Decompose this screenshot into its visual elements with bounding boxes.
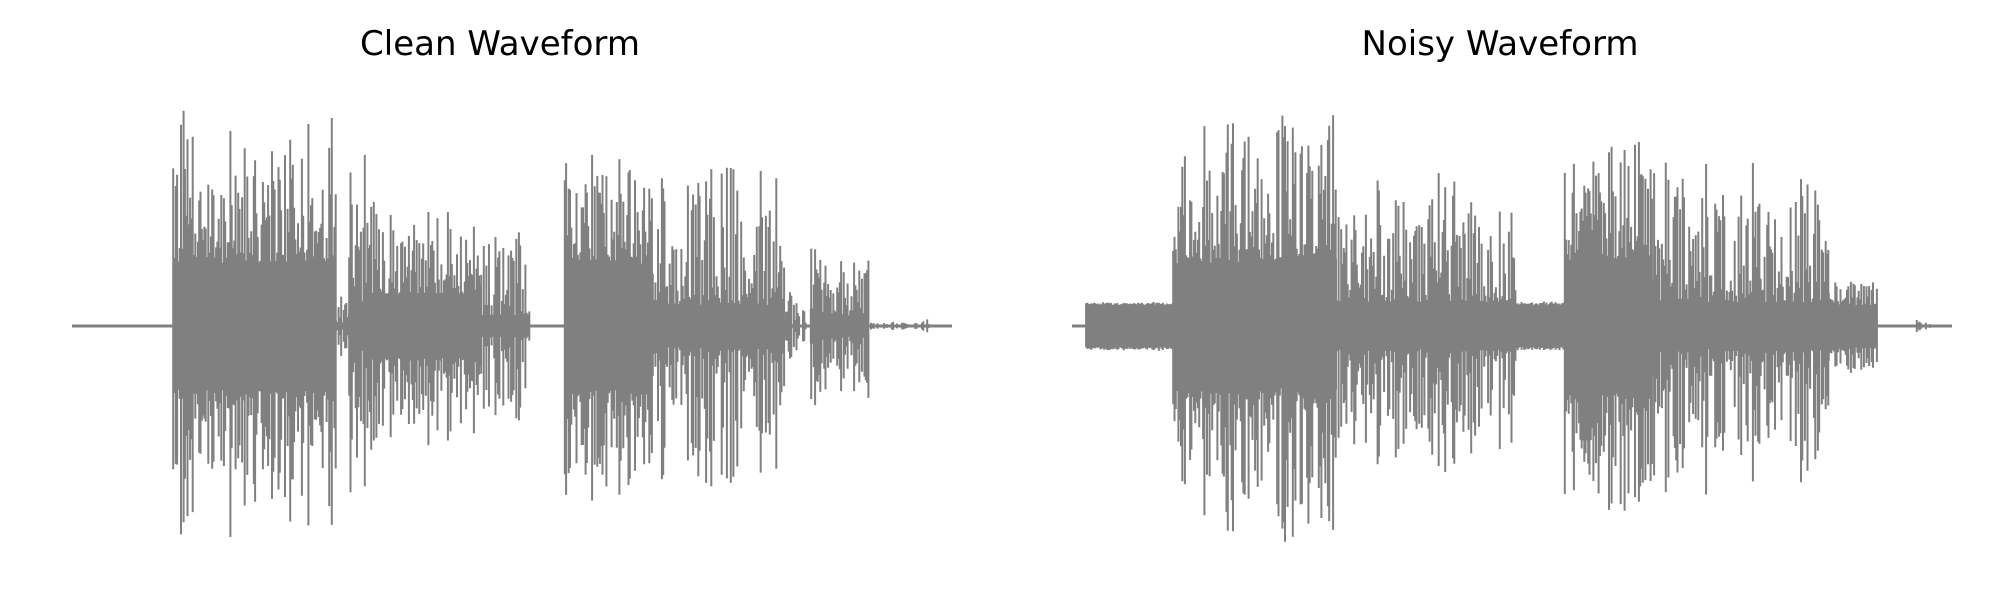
- waveform-segment: [335, 296, 350, 356]
- waveform-trace: [651, 167, 786, 487]
- clean-waveform-panel: Clean Waveform: [72, 24, 952, 537]
- waveform-trace: [480, 232, 531, 421]
- waveform-trace: [1515, 302, 1531, 351]
- waveform-segment: [1651, 162, 1830, 495]
- waveform-segment: [1515, 302, 1531, 351]
- waveform-trace: [335, 296, 350, 356]
- waveform-segment: [348, 154, 371, 493]
- waveform-segment: [1172, 115, 1337, 542]
- waveform-trace: [1172, 115, 1337, 542]
- waveform-segment: [1915, 320, 1931, 333]
- waveform-segment: [480, 232, 531, 421]
- waveform-trace: [1563, 142, 1653, 511]
- waveform-trace: [563, 154, 653, 501]
- chart-title-clean: Clean Waveform: [360, 24, 640, 64]
- clean-waveform-plot: [72, 110, 952, 537]
- waveform-trace: [783, 292, 812, 359]
- waveform-trace: [370, 201, 482, 450]
- waveform-segment: [563, 154, 653, 501]
- waveform-segment: [915, 319, 931, 333]
- waveform-segment: [1827, 281, 1878, 373]
- waveform-trace: [810, 248, 870, 406]
- noisy-waveform-panel: Noisy Waveform: [1000, 0, 2000, 600]
- waveform-trace: [348, 154, 371, 493]
- waveform-segment: [783, 292, 812, 359]
- waveform-segment: [867, 322, 918, 330]
- noisy-waveform-plot: [1072, 115, 1952, 542]
- waveform-trace: [1651, 162, 1830, 495]
- waveform-segment: [1335, 173, 1517, 472]
- waveform-segment: [172, 110, 337, 537]
- waveform-segment: [1528, 301, 1566, 351]
- waveform-trace: [172, 110, 337, 537]
- waveform-segment: [651, 167, 786, 487]
- waveform-trace: [867, 322, 918, 330]
- waveform-segment: [810, 248, 870, 406]
- waveform-trace: [1915, 320, 1931, 333]
- waveform-trace: [1085, 302, 1175, 351]
- waveform-trace: [915, 319, 931, 333]
- waveform-trace: [1528, 301, 1566, 351]
- chart-title-noisy: Noisy Waveform: [1361, 24, 1639, 64]
- waveform-trace: [1827, 281, 1878, 373]
- waveform-segment: [1563, 142, 1653, 511]
- waveform-trace: [1335, 173, 1517, 472]
- waveform-segment: [370, 201, 482, 450]
- waveform-segment: [1085, 302, 1175, 351]
